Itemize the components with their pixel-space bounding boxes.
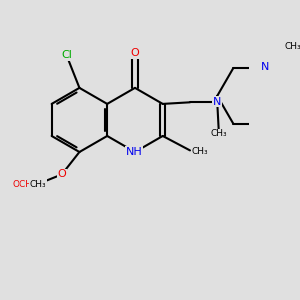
- Text: CH₃: CH₃: [285, 42, 300, 51]
- Text: O: O: [57, 169, 66, 179]
- Text: CH₃: CH₃: [29, 180, 46, 189]
- Text: N: N: [213, 97, 221, 106]
- Text: CH₃: CH₃: [211, 129, 227, 138]
- Text: OCH₃: OCH₃: [12, 180, 36, 189]
- Text: Cl: Cl: [61, 50, 72, 60]
- Text: CH₃: CH₃: [192, 147, 208, 156]
- Text: N: N: [261, 62, 269, 72]
- Text: O: O: [130, 48, 139, 58]
- Text: NH: NH: [126, 147, 142, 157]
